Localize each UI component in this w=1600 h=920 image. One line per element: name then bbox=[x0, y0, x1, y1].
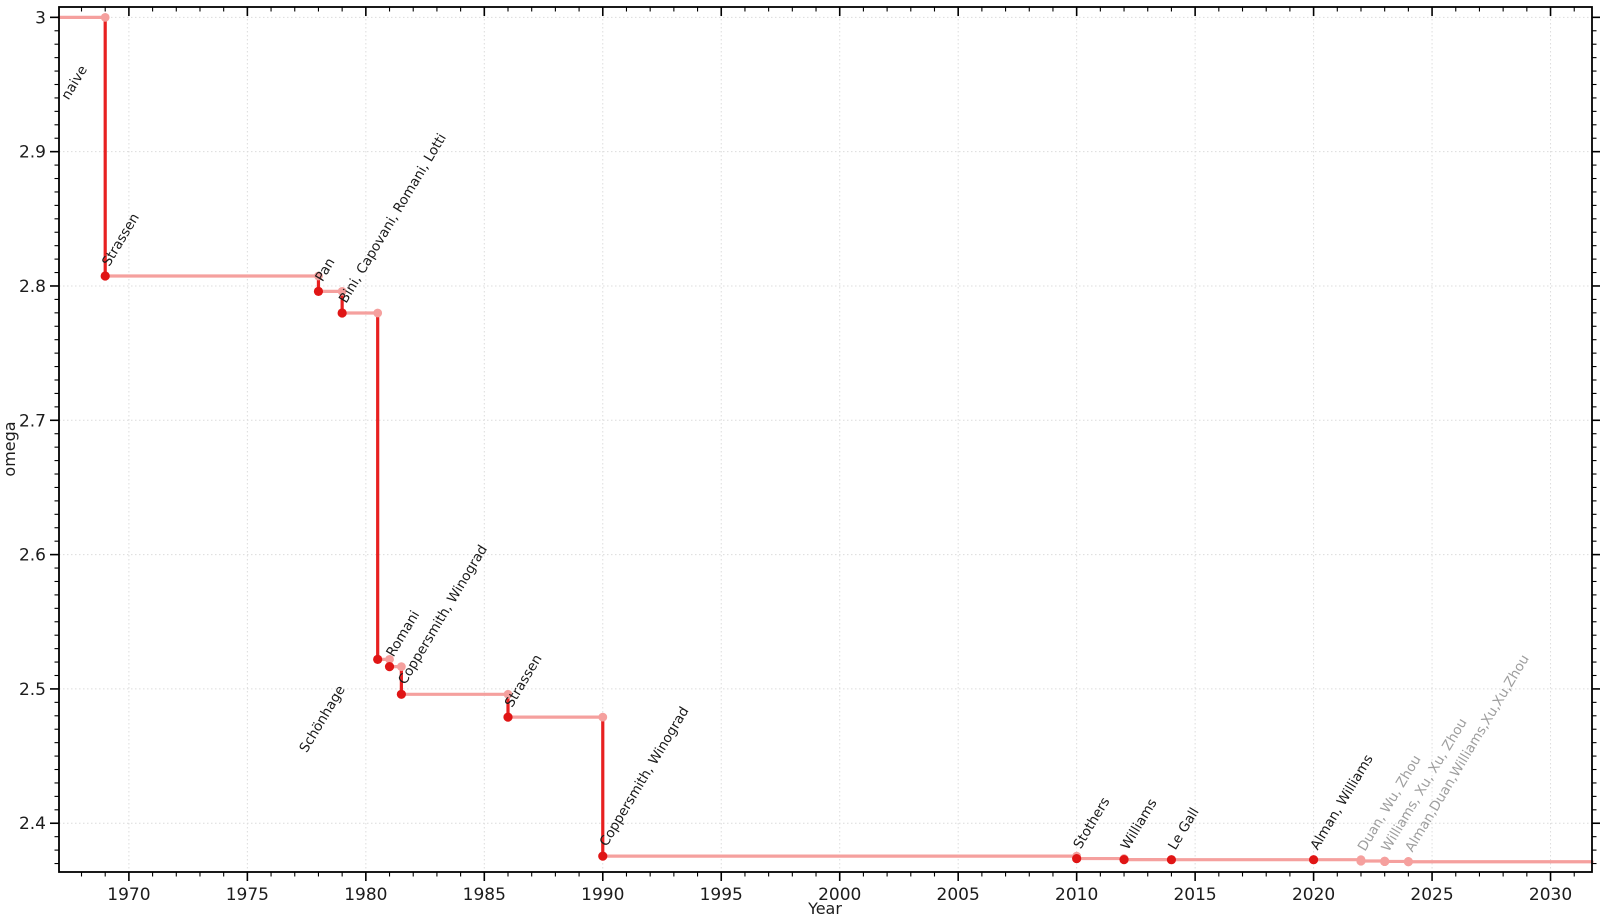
data-point-marker bbox=[1403, 857, 1413, 867]
data-point-marker bbox=[384, 662, 395, 672]
x-tick-label: 2020 bbox=[1292, 885, 1335, 905]
event-label: Coppersmith, Winograd bbox=[596, 704, 692, 849]
data-point-marker bbox=[1356, 856, 1366, 866]
data-point-pre-marker bbox=[314, 271, 323, 281]
event-label: Schönhage bbox=[296, 683, 348, 756]
data-point-marker bbox=[1166, 855, 1177, 865]
x-tick-label: 2015 bbox=[1173, 885, 1216, 905]
y-tick-label: 2.4 bbox=[19, 814, 46, 834]
x-tick-label: 1990 bbox=[581, 885, 624, 905]
y-tick-label: 2.8 bbox=[19, 277, 46, 297]
data-point-marker bbox=[313, 286, 324, 296]
data-point-pre-marker bbox=[503, 689, 513, 699]
x-tick-label: 2025 bbox=[1410, 885, 1453, 905]
y-axis-label: omega bbox=[0, 421, 19, 476]
series-layer bbox=[57, 12, 1594, 867]
data-point-marker bbox=[598, 851, 608, 861]
x-tick-label: 1995 bbox=[700, 885, 743, 905]
y-tick-label: 2.7 bbox=[19, 411, 46, 431]
event-label: Alman,Duan,Williams,Xu,Xu,Zhou bbox=[1402, 652, 1533, 855]
x-tick-label: 1970 bbox=[107, 885, 150, 905]
event-label: Pan bbox=[312, 255, 338, 284]
event-label: Strassen bbox=[502, 652, 546, 710]
data-point-marker bbox=[1072, 853, 1082, 864]
x-tick-label: 2030 bbox=[1529, 885, 1572, 905]
event-label: naive bbox=[58, 63, 91, 103]
axes-layer bbox=[50, 6, 1600, 881]
y-tick-label: 2.9 bbox=[19, 143, 46, 163]
plot-border bbox=[58, 6, 1593, 873]
data-point-pre-marker bbox=[337, 286, 347, 296]
data-point-marker bbox=[1308, 855, 1319, 865]
x-tick-label: 1985 bbox=[463, 885, 506, 905]
event-label: Bini, Capovani, Romani, Lotti bbox=[336, 131, 450, 306]
grid-layer bbox=[59, 7, 1592, 872]
data-point-marker bbox=[1380, 856, 1390, 867]
x-tick-label: 1980 bbox=[344, 885, 387, 905]
x-axis-label: Year bbox=[807, 899, 842, 918]
data-point-marker bbox=[100, 271, 110, 281]
data-point-marker bbox=[1119, 855, 1129, 865]
x-tick-label: 1975 bbox=[226, 885, 269, 905]
data-point-marker bbox=[373, 654, 383, 664]
event-label: Le Gall bbox=[1165, 805, 1202, 853]
x-tick-label: 2005 bbox=[937, 885, 980, 905]
data-point-marker bbox=[337, 308, 347, 318]
x-tick-label: 2010 bbox=[1055, 885, 1098, 905]
y-tick-label: 3 bbox=[35, 8, 46, 28]
data-point-pre-marker bbox=[100, 12, 110, 22]
data-point-marker bbox=[503, 712, 513, 722]
data-point-marker bbox=[396, 689, 406, 699]
data-point-pre-marker bbox=[373, 308, 383, 318]
data-point-pre-marker bbox=[598, 712, 608, 722]
data-point-pre-marker bbox=[385, 654, 394, 664]
event-label: Williams bbox=[1118, 796, 1161, 853]
data-point-pre-marker bbox=[396, 662, 406, 672]
x-tick-label: 2000 bbox=[818, 885, 861, 905]
tick-labels-layer: 1970 1975 1980 1985 1990 1995 2000 2005 2010 2015… bbox=[19, 8, 1572, 905]
y-tick-label: 2.5 bbox=[19, 680, 46, 700]
y-tick-label: 2.6 bbox=[19, 546, 46, 566]
